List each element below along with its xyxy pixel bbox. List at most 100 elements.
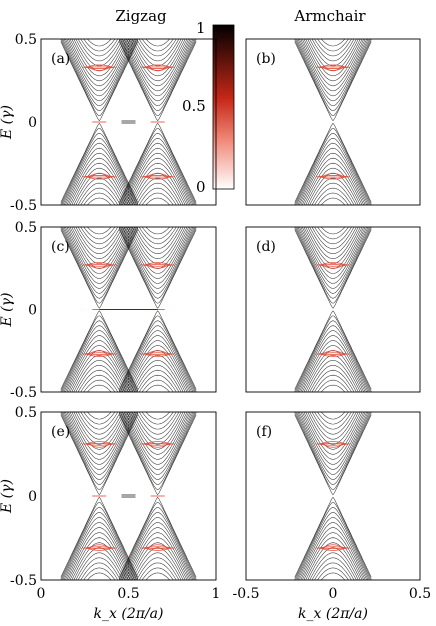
subband-line <box>62 227 137 294</box>
subband-line <box>303 227 363 269</box>
subband-line <box>305 412 361 450</box>
edge-state-line <box>322 66 344 71</box>
subband-line <box>302 39 364 87</box>
subband-line <box>294 39 372 117</box>
subband-line <box>65 227 134 284</box>
subband-line <box>122 227 194 289</box>
subband-line <box>86 39 112 47</box>
subband-line <box>120 512 195 580</box>
subband-line <box>294 229 372 309</box>
edge-state-line <box>318 175 348 178</box>
subband-line <box>298 522 368 580</box>
subband-line <box>65 335 134 392</box>
subband-line <box>118 227 197 304</box>
subband-line <box>133 552 182 580</box>
subband-line <box>138 374 177 392</box>
subband-line <box>83 567 116 580</box>
edge-state-line <box>146 544 169 549</box>
panel-e: (e)0.50-0.5E (γ)0 0.5 1k_x (2π/a) <box>0 405 220 622</box>
subband-line <box>120 227 195 294</box>
edge-state-line <box>322 350 344 355</box>
y-tick-label: 0.5 <box>15 220 37 236</box>
colorbar-tick-1: 1 <box>196 19 206 37</box>
subband-line <box>145 572 171 580</box>
subband-line <box>300 340 366 392</box>
subband-line <box>124 527 191 580</box>
bands <box>294 412 372 580</box>
subband-line <box>83 192 116 205</box>
edge-state-line <box>320 353 346 357</box>
panel-label: (e) <box>51 424 70 440</box>
edge-state-line <box>142 66 173 69</box>
subband-line <box>60 414 139 496</box>
subband-line <box>141 39 174 52</box>
edge-state-line <box>318 352 348 355</box>
edge-state-line <box>144 353 171 357</box>
edge-state-line <box>322 443 344 448</box>
subband-line <box>298 227 368 284</box>
subband-line <box>62 138 137 205</box>
subband-line <box>298 335 368 392</box>
edge-state-line <box>142 546 173 549</box>
subband-line <box>61 133 138 205</box>
subband-line <box>311 39 355 62</box>
subband-line <box>60 315 139 392</box>
subband-line <box>298 39 368 97</box>
edge-state-line <box>84 66 115 69</box>
subband-line <box>136 227 180 250</box>
edge-state-line <box>146 443 169 448</box>
subband-line <box>119 39 196 111</box>
edge-state-line <box>144 64 171 68</box>
y-tick-label: 0 <box>28 489 37 505</box>
x-axis-label: k_x (2π/a) <box>94 606 164 622</box>
bands <box>294 39 372 205</box>
subband-line <box>305 355 361 392</box>
colorbar <box>212 24 235 190</box>
subband-line <box>294 310 372 390</box>
subband-line <box>118 502 197 580</box>
subband-line <box>307 412 359 445</box>
subband-line <box>305 227 361 264</box>
subband-line <box>133 39 182 67</box>
edge-state-line <box>320 262 346 266</box>
subband-line <box>122 517 194 580</box>
subband-line <box>317 379 349 392</box>
x-tick-label: 0.5 <box>117 586 139 602</box>
subband-line <box>77 227 121 250</box>
subband-line <box>123 39 192 97</box>
subband-line <box>71 355 128 392</box>
bands <box>294 227 372 392</box>
subband-line <box>60 127 139 205</box>
subband-line <box>311 227 355 250</box>
subband-line <box>314 412 352 430</box>
subband-line <box>307 360 359 392</box>
y-tick-label: 0 <box>28 115 37 131</box>
panel-a: (a) 0.5 0 -0.5 E (γ) <box>0 32 217 214</box>
subband-line <box>298 147 368 205</box>
subband-line <box>75 552 124 580</box>
panel-f: (f) -0.5 0 0.5 k_x (2π/a) <box>233 411 431 622</box>
edge-state-line <box>320 64 346 68</box>
edge-state-line <box>322 544 344 549</box>
subband-line <box>71 412 127 450</box>
subband-line <box>133 177 182 205</box>
edge-state-line <box>84 443 115 446</box>
subband-line <box>320 197 346 205</box>
subband-line <box>83 39 116 52</box>
subband-line <box>83 379 116 392</box>
subband-line <box>128 412 188 455</box>
edge-state-line <box>318 443 348 446</box>
subband-line <box>60 412 139 490</box>
subband-line <box>86 227 112 235</box>
subband-line <box>123 412 192 470</box>
subband-line <box>129 355 186 392</box>
subband-line <box>303 412 363 455</box>
subband-line <box>302 345 364 392</box>
subband-line <box>77 557 121 580</box>
panel-frame <box>245 38 421 206</box>
subband-line <box>300 527 366 580</box>
subband-line <box>126 345 189 392</box>
subband-line <box>145 227 171 235</box>
subband-line <box>124 152 191 205</box>
